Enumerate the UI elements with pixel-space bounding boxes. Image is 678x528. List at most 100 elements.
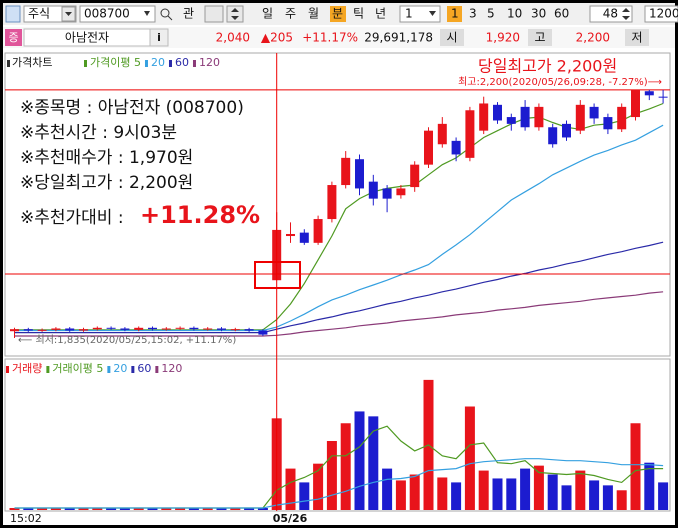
info: i (157, 31, 161, 44)
price-chart-label: 가격차트 (12, 56, 52, 69)
minute-button[interactable]: 1 (451, 7, 459, 21)
low-label: 저 (631, 31, 642, 45)
candle-body (562, 123, 571, 138)
candle-body (644, 91, 654, 96)
high: 2,200 (576, 31, 610, 45)
info-line: ※추천시간 : 9시03분 (20, 123, 177, 143)
volume-bar (409, 474, 420, 510)
volume-bar (644, 462, 655, 510)
volume-bar (492, 478, 503, 510)
minute-button[interactable]: 60 (554, 7, 569, 21)
candle-body (534, 106, 544, 128)
volume-bar (354, 411, 365, 510)
legend-marker (84, 60, 87, 67)
volume-bar (368, 416, 379, 510)
swap-button[interactable] (204, 5, 224, 23)
volume-bar (561, 485, 572, 510)
candle-body (189, 327, 199, 330)
volume-bar (326, 441, 337, 510)
candle-body (106, 327, 116, 329)
info-button[interactable] (149, 28, 169, 47)
right-input[interactable] (644, 5, 678, 23)
candle-body (603, 117, 613, 130)
high-title: 당일최고가 2,200원 (478, 57, 617, 76)
volume-bar (602, 485, 613, 510)
period-button[interactable]: 월 (308, 7, 319, 21)
candle-body (327, 185, 337, 220)
high-note: 최고:2,200(2020/05/26,09:28, -7.27%)⟶ (458, 76, 662, 88)
legend-marker (107, 366, 111, 373)
volume-bar (395, 480, 406, 510)
low-note: ⟵ 최저:1,835(2020/05/25,15:02, +11.17%) (18, 334, 236, 346)
candle-body (575, 104, 585, 131)
candle-body (37, 329, 47, 331)
candle-body (465, 110, 475, 158)
volume-bar (78, 508, 89, 510)
price-pane (4, 52, 671, 357)
volume-bar (230, 508, 241, 510)
volume-bar (464, 406, 475, 510)
legend-entry: 가격이평 5 (90, 56, 141, 69)
period-button[interactable]: 일 (262, 7, 273, 21)
candle-body (368, 181, 378, 199)
candle-body (230, 329, 240, 331)
candle-body (51, 328, 61, 330)
minute-button[interactable]: 5 (487, 7, 495, 21)
volume-bar (451, 482, 462, 510)
period-button[interactable]: 틱 (353, 7, 364, 21)
volume-bar (616, 490, 627, 510)
volume-bar (547, 474, 558, 510)
moving-average (14, 241, 664, 334)
legend-entry: 120 (199, 56, 220, 69)
moving-average (14, 291, 664, 337)
candle-body (382, 188, 392, 199)
quote-bar (3, 27, 675, 48)
candle-body (175, 327, 185, 329)
period-button[interactable]: 년 (375, 7, 386, 21)
x-tick-label: 15:02 (10, 512, 42, 525)
interval-select[interactable] (399, 5, 441, 23)
legend-entry: 거래량 (12, 362, 42, 375)
code-input[interactable] (79, 5, 156, 23)
selected-minute (447, 6, 462, 22)
period-button[interactable]: 분 (332, 7, 343, 21)
toolbar-button[interactable]: 관 (183, 7, 194, 21)
candle-body (451, 140, 461, 155)
volume-bar (92, 508, 103, 510)
high-label: 고 (534, 31, 545, 45)
volume-bar (533, 465, 544, 510)
legend-entry: 20 (151, 56, 165, 69)
right-value: 1200 (649, 7, 678, 21)
candle-body (203, 328, 213, 330)
volume-bar (589, 480, 600, 510)
label-bg (440, 29, 464, 46)
price: 2,040 (216, 31, 250, 45)
candle-body (520, 106, 530, 128)
minute-button[interactable]: 3 (469, 7, 477, 21)
minute-button[interactable]: 30 (531, 7, 546, 21)
candle-body (424, 130, 433, 165)
search-icon[interactable] (160, 8, 170, 18)
volume-bar (119, 508, 130, 510)
volume-bar (630, 423, 641, 510)
candle-body (120, 328, 130, 330)
legend-entry: 120 (161, 362, 182, 375)
candle-body (313, 219, 323, 243)
volume-bar (575, 470, 586, 510)
legend-marker (7, 60, 10, 67)
x-tick-label: 05/26 (273, 512, 308, 525)
volume-bar (9, 508, 20, 510)
volume-bar (340, 423, 351, 510)
label-bg (528, 29, 552, 46)
menu-icon[interactable] (5, 5, 21, 23)
spin-button[interactable] (226, 5, 244, 23)
volume-bar (216, 508, 227, 510)
selected-period (330, 6, 346, 22)
count-spin[interactable] (622, 8, 630, 20)
candle-body (299, 232, 309, 243)
volume-bar (658, 482, 669, 510)
compare-label: ※추천가대비 : (20, 208, 124, 228)
period-button[interactable]: 주 (285, 7, 296, 21)
minute-button[interactable]: 10 (507, 7, 522, 21)
count-input[interactable] (589, 5, 633, 23)
